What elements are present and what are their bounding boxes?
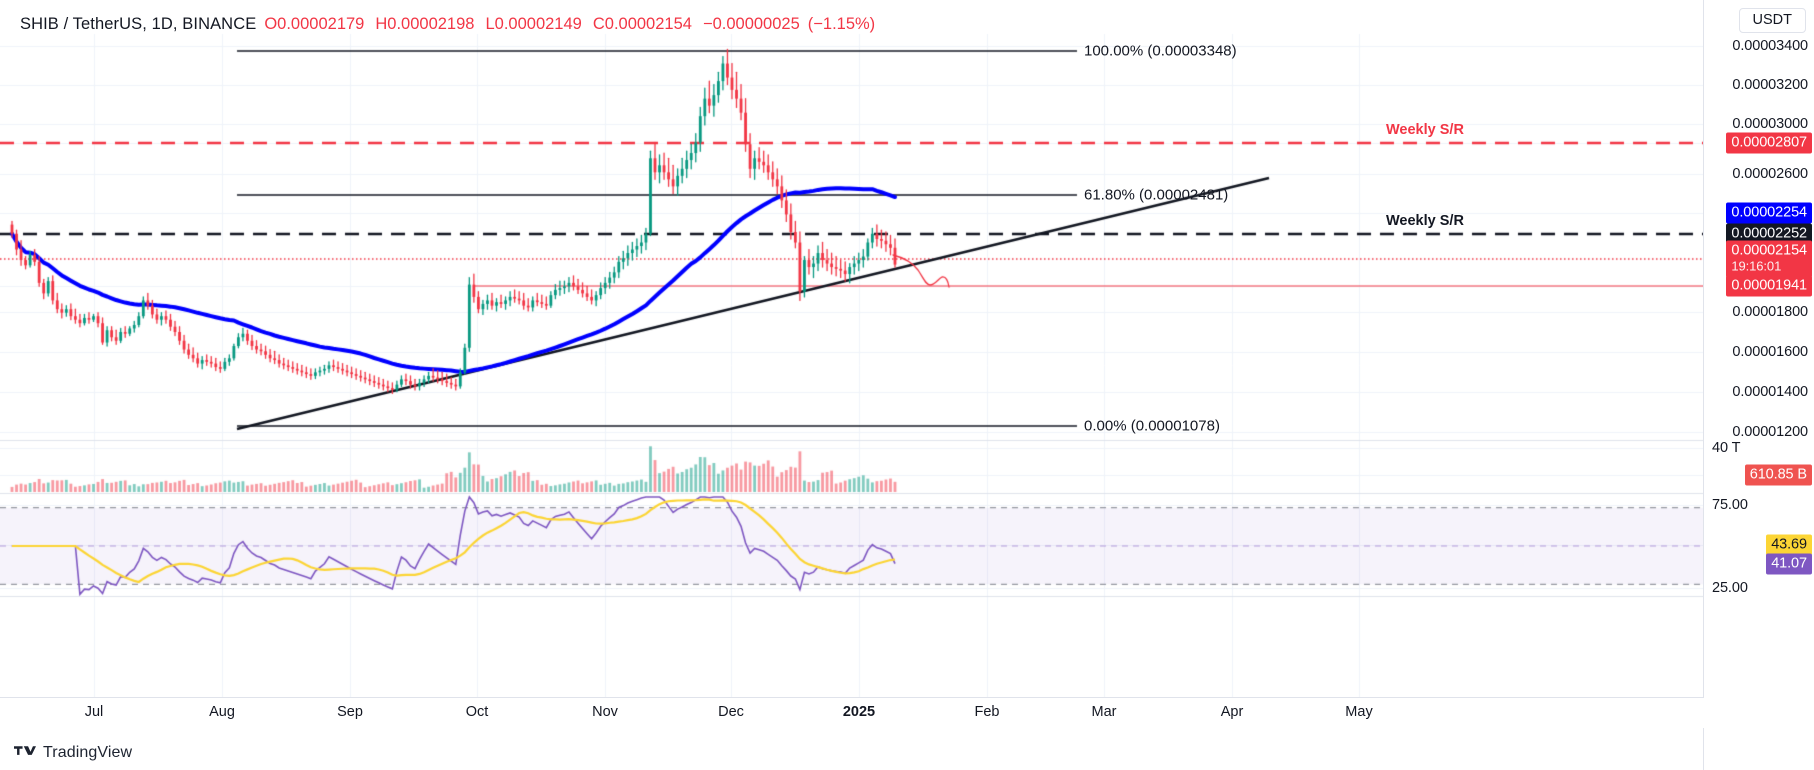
price-tag[interactable]: 0.00002154 19:16:01 <box>1726 240 1812 278</box>
time-axis[interactable]: Jul Aug Sep Oct Nov Dec 2025 Feb Mar Apr May <box>0 697 1704 728</box>
currency-chip[interactable]: USDT <box>1738 8 1806 33</box>
price-tag-countdown: 19:16:01 <box>1731 258 1782 274</box>
ohlc-close-value: 0.00002154 <box>604 15 692 33</box>
price-tag[interactable]: 610.85 B <box>1744 464 1812 486</box>
time-tick-label: 2025 <box>842 704 876 720</box>
time-tick-label: Mar <box>1091 704 1117 720</box>
time-tick-label: Dec <box>718 704 744 720</box>
price-tick-label: 0.00001600 <box>1732 344 1808 360</box>
time-tick-label: Oct <box>465 704 489 720</box>
price-tag[interactable]: 43.69 <box>1766 534 1812 556</box>
price-tag[interactable]: 0.00002252 <box>1726 223 1812 245</box>
price-tag[interactable]: 0.00001941 <box>1726 275 1812 297</box>
ohlc-open-label: O <box>264 15 278 33</box>
time-tick-label: Feb <box>974 704 1000 720</box>
price-tag-value: 0.00002254 <box>1731 204 1807 221</box>
price-tick-label: 0.00002600 <box>1732 166 1808 182</box>
ohlc-low: L0.00002149 <box>485 14 581 34</box>
time-tick-label: Apr <box>1220 704 1244 720</box>
ohlc-low-label: L <box>485 15 495 33</box>
fib-level-label[interactable]: 0.00% (0.00001078) <box>1084 417 1220 435</box>
tradingview-logo-icon <box>14 746 36 755</box>
weekly-sr-label[interactable]: Weekly S/R <box>1386 122 1464 138</box>
price-tag-value: 0.00002154 <box>1731 242 1807 259</box>
fib-level-label[interactable]: 61.80% (0.00002481) <box>1084 186 1229 204</box>
ohlc-high-value: 0.00002198 <box>387 15 475 33</box>
ohlc-close-label: C <box>592 15 605 33</box>
change-absolute: −0.00000025 <box>702 15 800 33</box>
price-tag-value: 0.00001941 <box>1731 277 1807 294</box>
price-tag[interactable]: 41.07 <box>1766 553 1812 575</box>
price-axis[interactable]: USDT 0.00003400 0.00003200 0.00003000 0.000… <box>1703 0 1814 770</box>
price-tag-value: 0.00002252 <box>1731 225 1807 242</box>
fib-level-label[interactable]: 100.00% (0.00003348) <box>1084 42 1237 60</box>
price-tag-value: 0.00002807 <box>1731 134 1807 151</box>
time-tick-label: Sep <box>337 704 363 720</box>
time-tick-label: Nov <box>592 704 618 720</box>
ohlc-open-value: 0.00002179 <box>277 15 365 33</box>
price-tick-label: 0.00001200 <box>1732 424 1808 440</box>
price-tick-label: 0.00003400 <box>1732 38 1808 54</box>
ohlc-open: O0.00002179 <box>264 14 364 34</box>
price-tag[interactable]: 0.00002807 <box>1726 132 1812 154</box>
price-tick-label: 0.00001400 <box>1732 384 1808 400</box>
time-tick-label: May <box>1345 704 1373 720</box>
ohlc-low-value: 0.00002149 <box>494 15 582 33</box>
ohlc-close: C0.00002154 <box>593 14 692 34</box>
time-tick-label: Aug <box>209 704 235 720</box>
pane-tick-label: 25.00 <box>1712 580 1748 596</box>
change-percent: (−1.15%) <box>807 15 876 33</box>
time-tick-label: Jul <box>84 704 104 720</box>
tradingview-brand[interactable]: TradingView <box>14 744 132 762</box>
price-tag-value: 41.07 <box>1771 555 1807 572</box>
price-tag[interactable]: 0.00002254 <box>1726 202 1812 224</box>
price-tick-label: 0.00003200 <box>1732 77 1808 93</box>
chart-legend[interactable]: SHIB / TetherUS, 1D, BINANCE O0.00002179… <box>20 14 875 34</box>
ohlc-high: H0.00002198 <box>375 14 474 34</box>
pane-tick-label: 40 T <box>1712 440 1741 456</box>
symbol-title[interactable]: SHIB / TetherUS, 1D, BINANCE <box>20 15 257 33</box>
price-tick-label: 0.00001800 <box>1732 304 1808 320</box>
price-tick-label: 0.00003000 <box>1732 116 1808 132</box>
ohlc-high-label: H <box>375 15 388 33</box>
tradingview-label: TradingView <box>43 744 133 761</box>
price-tag-value: 610.85 B <box>1749 466 1807 483</box>
pane-tick-label: 75.00 <box>1712 497 1748 513</box>
price-tag-value: 43.69 <box>1771 536 1807 553</box>
weekly-sr-label[interactable]: Weekly S/R <box>1386 213 1464 229</box>
